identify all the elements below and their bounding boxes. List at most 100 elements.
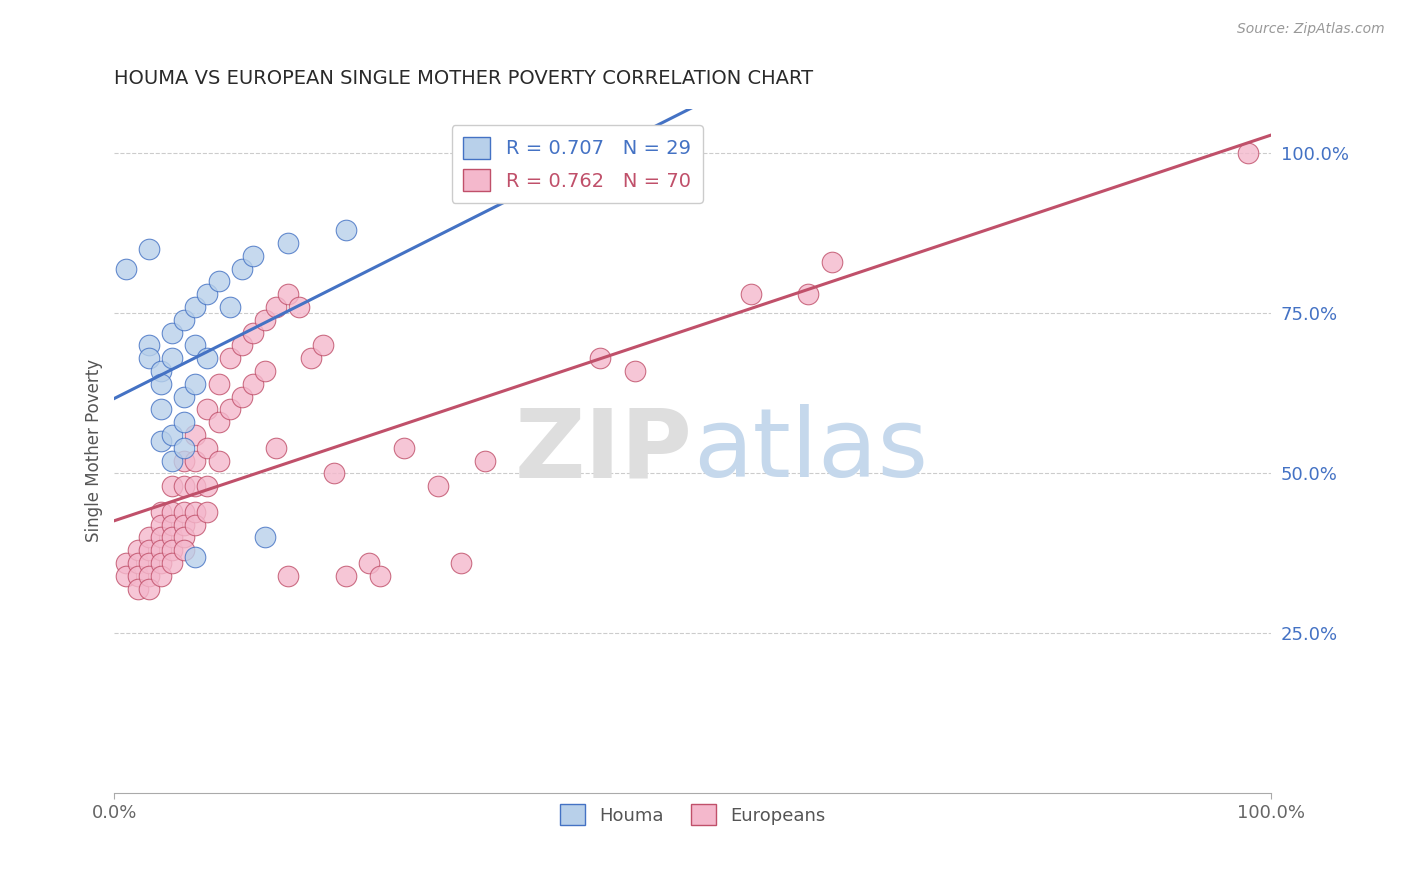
- Point: [173, 415, 195, 429]
- Point: [149, 505, 172, 519]
- Point: [138, 543, 160, 558]
- Point: [231, 261, 253, 276]
- Point: [184, 549, 207, 564]
- Point: [127, 568, 149, 582]
- Point: [138, 556, 160, 570]
- Point: [184, 300, 207, 314]
- Point: [1237, 146, 1260, 161]
- Point: [162, 530, 184, 544]
- Point: [231, 338, 253, 352]
- Point: [184, 517, 207, 532]
- Point: [149, 517, 172, 532]
- Point: [173, 390, 195, 404]
- Point: [173, 530, 195, 544]
- Point: [184, 453, 207, 467]
- Point: [184, 428, 207, 442]
- Point: [115, 556, 138, 570]
- Point: [162, 517, 184, 532]
- Point: [624, 364, 647, 378]
- Point: [195, 402, 218, 417]
- Point: [138, 243, 160, 257]
- Point: [162, 543, 184, 558]
- Point: [311, 338, 333, 352]
- Point: [162, 326, 184, 340]
- Point: [127, 582, 149, 596]
- Point: [195, 441, 218, 455]
- Point: [149, 530, 172, 544]
- Point: [335, 568, 357, 582]
- Point: [207, 453, 229, 467]
- Point: [195, 287, 218, 301]
- Point: [149, 434, 172, 449]
- Point: [184, 338, 207, 352]
- Point: [162, 453, 184, 467]
- Point: [277, 568, 299, 582]
- Point: [184, 479, 207, 493]
- Point: [127, 543, 149, 558]
- Point: [242, 326, 264, 340]
- Point: [219, 300, 242, 314]
- Point: [219, 402, 242, 417]
- Point: [149, 543, 172, 558]
- Point: [266, 441, 288, 455]
- Point: [184, 376, 207, 391]
- Point: [149, 402, 172, 417]
- Y-axis label: Single Mother Poverty: Single Mother Poverty: [86, 359, 103, 542]
- Text: ZIP: ZIP: [515, 404, 693, 498]
- Point: [357, 556, 380, 570]
- Point: [138, 582, 160, 596]
- Text: HOUMA VS EUROPEAN SINGLE MOTHER POVERTY CORRELATION CHART: HOUMA VS EUROPEAN SINGLE MOTHER POVERTY …: [114, 69, 814, 87]
- Point: [740, 287, 762, 301]
- Point: [207, 274, 229, 288]
- Point: [266, 300, 288, 314]
- Point: [162, 428, 184, 442]
- Point: [474, 453, 496, 467]
- Point: [195, 505, 218, 519]
- Point: [299, 351, 322, 365]
- Text: Source: ZipAtlas.com: Source: ZipAtlas.com: [1237, 22, 1385, 37]
- Point: [115, 568, 138, 582]
- Point: [450, 556, 472, 570]
- Point: [335, 223, 357, 237]
- Point: [323, 467, 346, 481]
- Point: [138, 351, 160, 365]
- Point: [277, 287, 299, 301]
- Point: [127, 556, 149, 570]
- Point: [162, 351, 184, 365]
- Text: atlas: atlas: [693, 404, 928, 498]
- Point: [219, 351, 242, 365]
- Point: [207, 376, 229, 391]
- Point: [173, 543, 195, 558]
- Point: [231, 390, 253, 404]
- Point: [138, 530, 160, 544]
- Point: [242, 249, 264, 263]
- Point: [427, 479, 450, 493]
- Point: [149, 568, 172, 582]
- Point: [589, 351, 612, 365]
- Point: [797, 287, 820, 301]
- Point: [162, 556, 184, 570]
- Point: [207, 415, 229, 429]
- Point: [173, 441, 195, 455]
- Point: [253, 364, 276, 378]
- Point: [820, 255, 842, 269]
- Point: [253, 530, 276, 544]
- Point: [162, 505, 184, 519]
- Point: [173, 312, 195, 326]
- Point: [149, 376, 172, 391]
- Point: [162, 479, 184, 493]
- Point: [242, 376, 264, 391]
- Point: [149, 364, 172, 378]
- Point: [149, 556, 172, 570]
- Legend: Houma, Europeans: Houma, Europeans: [553, 797, 834, 832]
- Point: [138, 568, 160, 582]
- Point: [138, 338, 160, 352]
- Point: [195, 479, 218, 493]
- Point: [288, 300, 311, 314]
- Point: [195, 351, 218, 365]
- Point: [184, 505, 207, 519]
- Point: [115, 261, 138, 276]
- Point: [370, 568, 392, 582]
- Point: [173, 479, 195, 493]
- Point: [392, 441, 415, 455]
